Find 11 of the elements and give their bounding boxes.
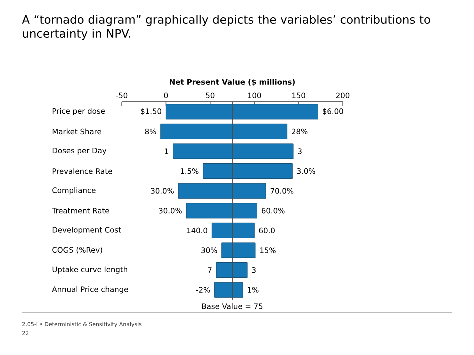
bar bbox=[160, 124, 288, 140]
bar bbox=[173, 144, 294, 160]
bar bbox=[166, 104, 319, 120]
bar bbox=[178, 183, 266, 199]
bar bbox=[222, 242, 256, 258]
bar bbox=[186, 203, 258, 219]
bar bbox=[216, 262, 248, 278]
bar bbox=[203, 164, 293, 180]
bar bbox=[212, 222, 255, 238]
chart-title: A “tornado diagram” graphically depicts the variables’ contributions to uncertainty in NPV. bbox=[22, 15, 430, 40]
bar bbox=[214, 282, 244, 298]
